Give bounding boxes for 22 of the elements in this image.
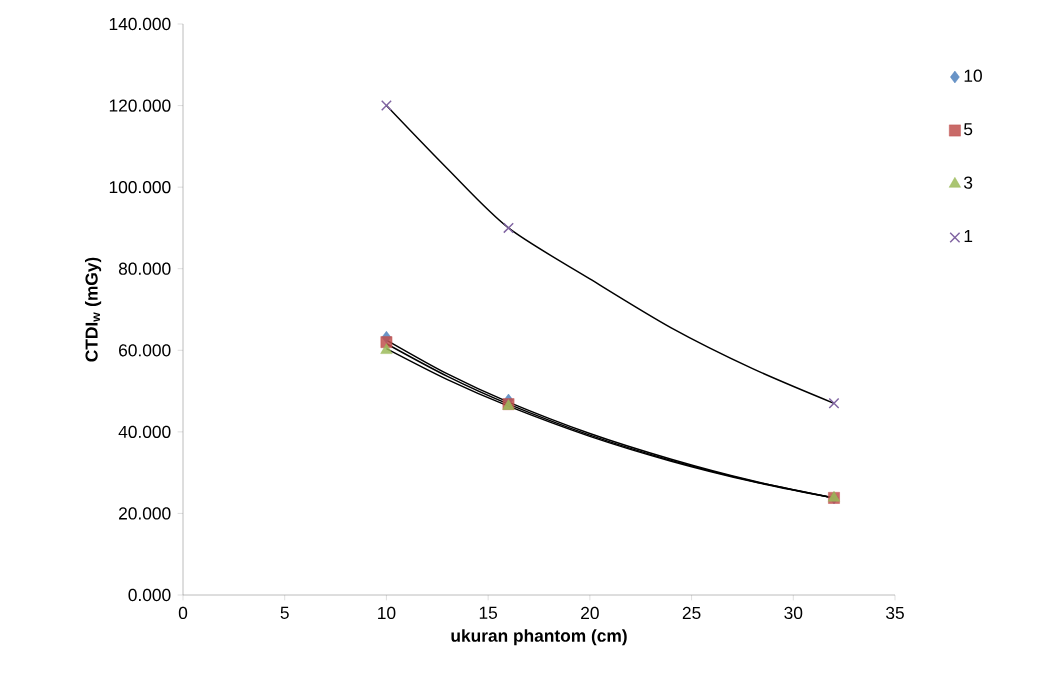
x-tick-label: 25 bbox=[682, 606, 701, 620]
x-tick-label: 35 bbox=[886, 606, 904, 620]
legend-label: 3 bbox=[964, 176, 973, 189]
y-tick-label: 0.000 bbox=[128, 588, 171, 602]
y-tick-label: 20.000 bbox=[119, 507, 171, 520]
y-tick-label: 120.000 bbox=[109, 99, 171, 112]
legend-label: 1 bbox=[964, 230, 973, 243]
y-tick-label: 140.000 bbox=[109, 17, 171, 31]
x-tick-label: 20 bbox=[581, 606, 599, 620]
legend-label: 10 bbox=[964, 69, 982, 82]
x-tick-label: 0 bbox=[178, 606, 188, 620]
x-axis-title: ukuran phantom (cm) bbox=[451, 629, 627, 646]
x-tick-label: 10 bbox=[378, 606, 396, 620]
y-tick-label: 40.000 bbox=[118, 425, 171, 438]
y-tick-label: 100.000 bbox=[109, 181, 171, 194]
x-tick-label: 30 bbox=[784, 606, 803, 620]
x-tick-label: 5 bbox=[280, 606, 289, 619]
x-tick-label: 15 bbox=[479, 606, 498, 619]
legend-label: 5 bbox=[964, 123, 973, 136]
y-axis-title: CTDI$_{w}$ (mGy) bbox=[84, 257, 102, 362]
y-tick-label: 60.000 bbox=[119, 344, 171, 357]
y-tick-label: 80.000 bbox=[118, 262, 171, 275]
